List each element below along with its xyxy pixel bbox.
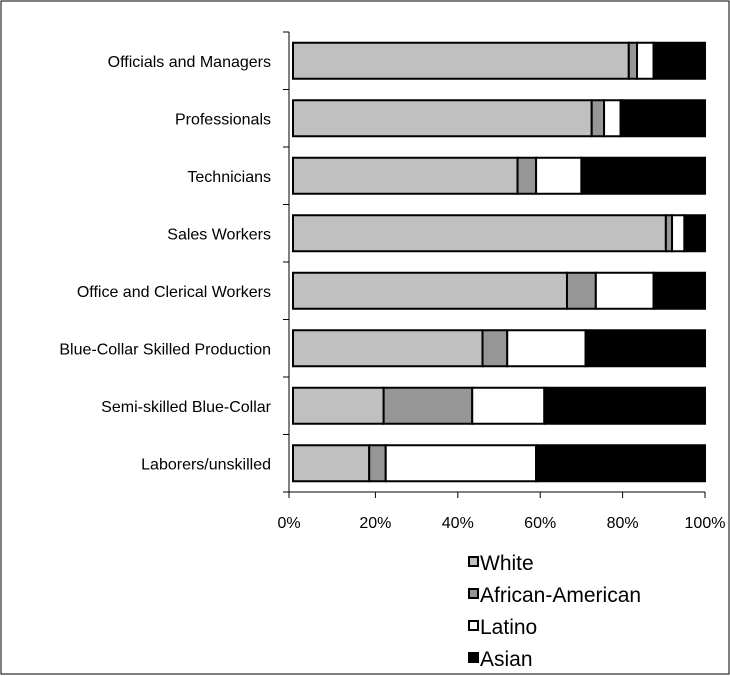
legend-swatch <box>468 587 479 599</box>
bar-segment-asian <box>584 329 707 368</box>
category-label: Office and Clerical Workers <box>77 284 271 301</box>
legend-item-asian: Asian <box>468 644 641 676</box>
category-label: Officials and Managers <box>108 54 271 71</box>
bar-segment-asian <box>619 99 706 138</box>
bar-segment-latino <box>636 41 655 80</box>
bar-segment-latino <box>471 386 546 425</box>
bar-segment-african-american <box>481 329 509 368</box>
legend-label: Asian <box>480 648 533 671</box>
bar-segment-white <box>292 444 371 483</box>
legend-label: African-American <box>480 584 642 607</box>
bar-segment-african-american <box>590 99 606 138</box>
x-tick-label: 40% <box>442 515 474 532</box>
axis-layer <box>283 31 706 498</box>
legend-label: Latino <box>480 616 538 639</box>
category-label: Professionals <box>175 111 271 128</box>
bar-segment-african-american <box>565 271 597 310</box>
bar-segment-white <box>292 214 667 253</box>
bar-segment-white <box>292 156 519 195</box>
bar-segment-white <box>292 99 593 138</box>
bar-segment-asian <box>683 214 707 253</box>
bar-segment-african-american <box>627 41 639 80</box>
bar-segment-white <box>292 271 568 310</box>
bar-segment-asian <box>652 271 706 310</box>
bar-segment-latino <box>535 156 583 195</box>
legend-label: White <box>480 552 534 575</box>
bar-segment-white <box>292 386 385 425</box>
bar-segment-white <box>292 41 630 80</box>
category-label: Sales Workers <box>167 226 271 243</box>
legend-item-white: White <box>468 548 641 580</box>
bar-segment-asian <box>535 444 707 483</box>
bar-segment-latino <box>594 271 655 310</box>
bars-layer <box>292 41 707 483</box>
bar-segment-asian <box>652 41 706 80</box>
category-label: Technicians <box>187 169 271 186</box>
category-label: Blue-Collar Skilled Production <box>59 341 271 358</box>
labels-layer: Officials and Managers Professionals Techn… <box>59 54 725 532</box>
legend-item-african-american: African-American <box>468 580 641 612</box>
category-label: Semi-skilled Blue-Collar <box>101 399 272 416</box>
x-tick-label: 60% <box>524 515 556 532</box>
legend-swatch <box>468 651 479 663</box>
bar-segment-latino <box>506 329 587 368</box>
bar-segment-white <box>292 329 484 368</box>
x-tick-label: 100% <box>685 515 726 532</box>
x-tick-label: 0% <box>277 515 300 532</box>
bar-segment-latino <box>603 99 622 138</box>
legend-swatch <box>468 555 479 567</box>
legend-swatch <box>468 619 479 631</box>
bar-segment-african-american <box>382 386 474 425</box>
x-tick-label: 20% <box>359 515 391 532</box>
legend: White African-American Latino Asian <box>468 548 641 676</box>
bar-segment-asian <box>580 156 707 195</box>
bar-segment-african-american <box>516 156 538 195</box>
category-label: Laborers/unskilled <box>141 456 271 473</box>
bar-segment-asian <box>543 386 706 425</box>
bar-segment-african-american <box>368 444 387 483</box>
legend-item-latino: Latino <box>468 612 641 644</box>
bar-segment-latino <box>671 214 686 253</box>
x-tick-label: 80% <box>607 515 639 532</box>
bar-segment-latino <box>384 444 538 483</box>
